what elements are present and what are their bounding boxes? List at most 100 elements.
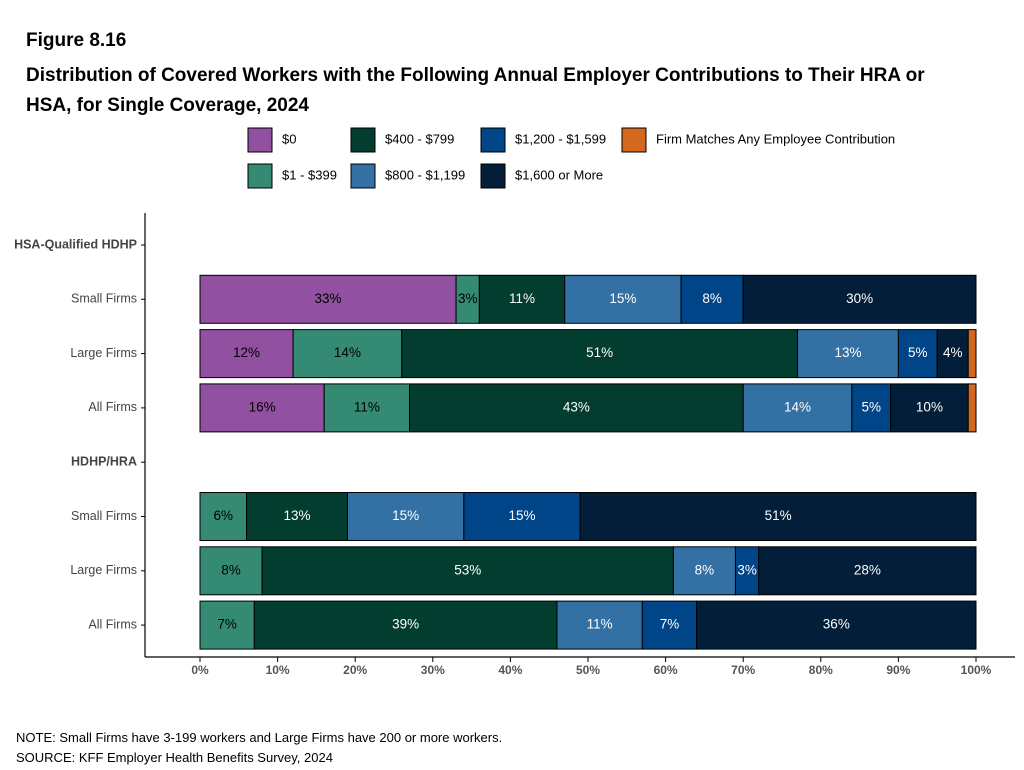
x-tick-label: 90% bbox=[886, 663, 910, 677]
data-label: 51% bbox=[586, 345, 613, 360]
bar-segment bbox=[463, 492, 581, 541]
bar-segment bbox=[261, 546, 674, 596]
legend-label: $1,200 - $1,599 bbox=[515, 131, 606, 146]
legend-swatch bbox=[350, 127, 376, 153]
legend-swatch bbox=[247, 163, 273, 189]
data-label: 15% bbox=[392, 508, 419, 523]
category-label: Large Firms bbox=[70, 563, 137, 577]
data-label: 36% bbox=[823, 617, 850, 632]
category-label: Small Firms bbox=[71, 509, 137, 523]
category-label: Small Firms bbox=[71, 292, 137, 306]
data-label: 15% bbox=[509, 508, 536, 523]
legend-label: $0 bbox=[282, 131, 296, 146]
data-label: 7% bbox=[217, 617, 237, 632]
bar-segment bbox=[478, 274, 566, 324]
bar-segment bbox=[967, 329, 977, 379]
category-label: HDHP/HRA bbox=[71, 454, 137, 468]
data-label: 15% bbox=[609, 291, 636, 306]
bar-segment bbox=[346, 492, 465, 541]
legend-label: Firm Matches Any Employee Contribution bbox=[656, 131, 895, 146]
legend-swatch bbox=[621, 127, 647, 153]
data-label: 3% bbox=[458, 291, 478, 306]
data-label: 13% bbox=[283, 508, 310, 523]
data-label: 30% bbox=[846, 291, 873, 306]
data-label: 53% bbox=[454, 562, 481, 577]
bar-segment bbox=[556, 600, 643, 650]
data-label: 11% bbox=[354, 399, 380, 414]
data-label: 13% bbox=[834, 345, 861, 360]
bar-segment bbox=[199, 383, 325, 433]
legend-label: $1,600 or More bbox=[515, 167, 603, 182]
data-label: 8% bbox=[221, 562, 241, 577]
category-label: All Firms bbox=[88, 617, 137, 631]
data-label: 14% bbox=[784, 399, 811, 414]
data-label: 14% bbox=[334, 345, 361, 360]
data-label: 10% bbox=[916, 399, 943, 414]
data-label: 5% bbox=[861, 399, 881, 414]
x-tick-label: 20% bbox=[343, 663, 367, 677]
legend-swatch bbox=[480, 127, 506, 153]
category-label: Large Firms bbox=[70, 346, 137, 360]
category-label: HSA-Qualified HDHP bbox=[14, 237, 137, 251]
bar-segment bbox=[199, 600, 255, 650]
bar-segment bbox=[967, 383, 977, 433]
bar-segment bbox=[696, 600, 977, 650]
data-label: 11% bbox=[587, 617, 613, 632]
bar-segment bbox=[323, 383, 411, 433]
bar-segment bbox=[199, 274, 457, 324]
bar-segment bbox=[672, 546, 736, 596]
x-tick-label: 30% bbox=[421, 663, 445, 677]
data-label: 33% bbox=[315, 291, 342, 306]
data-label: 43% bbox=[563, 399, 590, 414]
figure-label: Figure 8.16 bbox=[26, 30, 127, 51]
data-label: 8% bbox=[695, 562, 715, 577]
data-label: 8% bbox=[702, 291, 722, 306]
data-label: 28% bbox=[854, 562, 881, 577]
data-label: 3% bbox=[737, 562, 757, 577]
note: NOTE: Small Firms have 3-199 workers and… bbox=[16, 730, 503, 745]
bar-segment bbox=[253, 600, 558, 650]
bar-segment bbox=[401, 329, 799, 379]
x-tick-label: 80% bbox=[809, 663, 833, 677]
legend-label: $400 - $799 bbox=[385, 131, 454, 146]
bar-segment bbox=[758, 546, 977, 596]
data-label: 4% bbox=[943, 345, 963, 360]
bar-segment bbox=[564, 274, 682, 324]
chart: $0 $1 - $399 $400 - $799 $800 - $1,199 $1,20… bbox=[14, 127, 1015, 677]
bar-segment bbox=[199, 329, 294, 379]
data-label: 7% bbox=[660, 617, 680, 632]
category-label: All Firms bbox=[88, 400, 137, 414]
bar-segment bbox=[199, 492, 248, 541]
data-label: 16% bbox=[249, 399, 276, 414]
x-tick-label: 10% bbox=[266, 663, 290, 677]
x-tick-label: 0% bbox=[191, 663, 209, 677]
bar-segment bbox=[742, 274, 977, 324]
bar-segment bbox=[641, 600, 698, 650]
data-label: 11% bbox=[509, 291, 535, 306]
x-tick-label: 100% bbox=[961, 663, 992, 677]
bar-segment bbox=[897, 329, 938, 379]
chart-title: Distribution of Covered Workers with the… bbox=[26, 65, 925, 116]
bar-segment bbox=[936, 329, 969, 379]
source: SOURCE: KFF Employer Health Benefits Sur… bbox=[16, 750, 333, 765]
legend-label: $1 - $399 bbox=[282, 167, 337, 182]
legend-swatch bbox=[350, 163, 376, 189]
bar-segment bbox=[246, 492, 348, 541]
x-tick-label: 50% bbox=[576, 663, 600, 677]
data-label: 5% bbox=[908, 345, 928, 360]
x-tick-label: 40% bbox=[498, 663, 522, 677]
bar-segment bbox=[409, 383, 744, 433]
x-tick-label: 70% bbox=[731, 663, 755, 677]
bar-segment bbox=[742, 383, 853, 433]
bar-segment bbox=[797, 329, 899, 379]
bar-segment bbox=[292, 329, 403, 379]
legend-swatch bbox=[480, 163, 506, 189]
legend-label: $800 - $1,199 bbox=[385, 167, 465, 182]
bar-segment bbox=[890, 383, 969, 433]
bar-segment bbox=[579, 492, 977, 541]
data-label: 39% bbox=[392, 617, 419, 632]
legend-swatch bbox=[247, 127, 273, 153]
x-tick-label: 60% bbox=[654, 663, 678, 677]
data-label: 12% bbox=[233, 345, 260, 360]
